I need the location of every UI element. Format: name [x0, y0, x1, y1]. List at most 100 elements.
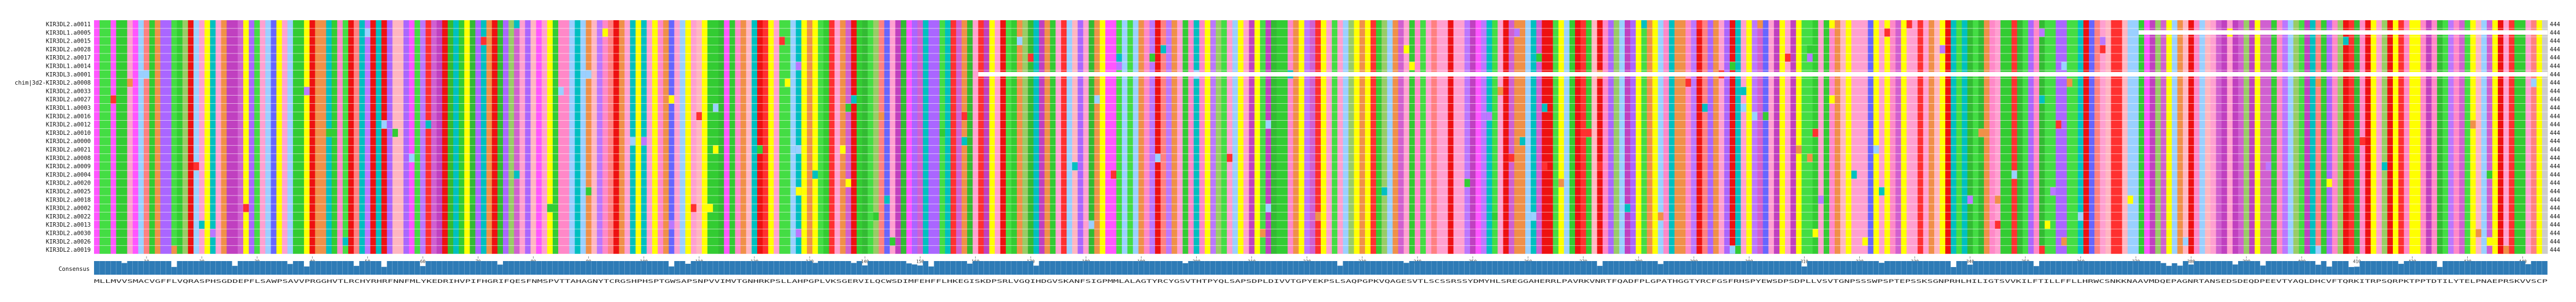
sequence-name[interactable]: KIR3DL2.a0028: [46, 46, 91, 53]
sequence-name[interactable]: KIR3DL1.a0014: [46, 63, 91, 70]
residue-cell: [1033, 45, 1039, 54]
residue-cell: [2448, 79, 2454, 87]
residue-cell: [1995, 28, 2001, 37]
residue-cell: [1895, 28, 1901, 37]
residue-cell: [2045, 37, 2056, 45]
residue-cell: [956, 54, 962, 62]
residue-cell: [2144, 54, 2150, 62]
residue-cell: [1934, 79, 1940, 87]
residue-cell: [1348, 20, 1355, 28]
sequence-name[interactable]: KIR3DL2.a0030: [46, 230, 91, 237]
residue-cell: [354, 104, 360, 112]
sequence-name[interactable]: chim|3d2-KIR3DL2.a0008: [15, 80, 91, 86]
sequence-name[interactable]: KIR3DL2.a0012: [46, 122, 91, 128]
residue-cell: [801, 20, 807, 28]
variant-residue-cell: [1807, 45, 1813, 54]
residue-cell: [2111, 112, 2123, 120]
sequence-name[interactable]: KIR3DL2.a0021: [46, 147, 91, 153]
residue-cell: [221, 37, 227, 45]
sequence-name[interactable]: KIR3DL2.a0025: [46, 188, 91, 195]
residue-cell: [1746, 112, 1752, 120]
residue-cell: [950, 28, 957, 37]
residue-cell: [1083, 28, 1089, 37]
sequence-name[interactable]: KIR3DL2.a0015: [46, 38, 91, 45]
residue-cell: [1332, 20, 1338, 28]
sequence-name[interactable]: KIR3DL2.a0019: [46, 247, 91, 253]
variant-residue-cell: [1829, 95, 1835, 104]
residue-cell: [2481, 87, 2487, 96]
residue-cell: [1094, 54, 1100, 62]
residue-cell: [1895, 62, 1901, 70]
residue-cell: [2238, 37, 2244, 45]
sequence-name[interactable]: KIR3DL2.a0002: [46, 205, 91, 212]
residue-cell: [834, 28, 840, 37]
residue-cell: [1149, 112, 1156, 120]
sequence-name[interactable]: KIR3DL2.a0010: [46, 130, 91, 137]
residue-cell: [1878, 87, 1885, 96]
residue-cell: [199, 70, 205, 79]
residue-cell: [1243, 95, 1249, 104]
residue-cell: [757, 104, 763, 112]
sequence-name[interactable]: KIR3DL2.a0020: [46, 180, 91, 187]
sequence-name[interactable]: KIR3DL2.a0027: [46, 97, 91, 103]
residue-cell: [2315, 104, 2321, 112]
residue-cell: [459, 37, 465, 45]
sequence-name[interactable]: KIR3DL2.a0008: [46, 155, 91, 162]
residue-cell: [840, 104, 846, 112]
residue-cell: [2017, 87, 2023, 96]
residue-cell: [751, 37, 758, 45]
residue-cell: [237, 79, 244, 87]
residue-cell: [110, 104, 116, 112]
sequence-name[interactable]: KIR3DL2.a0009: [46, 163, 91, 170]
residue-cell: [2171, 20, 2178, 28]
sequence-name[interactable]: KIR3DL2.a0022: [46, 214, 91, 220]
residue-cell: [696, 20, 702, 28]
residue-cell: [967, 37, 973, 45]
sequence-name[interactable]: KIR3DL2.a0011: [46, 21, 91, 28]
sequence-name[interactable]: KIR3DL2.a0004: [46, 171, 91, 178]
residue-cell: [635, 20, 642, 28]
sequence-name[interactable]: KIR3DL2.a0016: [46, 113, 91, 120]
sequence-name[interactable]: KIR3DL2.a0000: [46, 138, 91, 145]
residue-cell: [1812, 45, 1819, 54]
residue-cell: [2083, 20, 2089, 28]
residue-cell: [701, 112, 708, 120]
residue-cell: [873, 45, 879, 54]
residue-cell: [2299, 95, 2305, 104]
residue-cell: [2188, 54, 2194, 62]
residue-cell: [1448, 20, 1454, 28]
residue-cell: [265, 79, 271, 87]
residue-cell: [2011, 45, 2018, 54]
residue-cell: [1238, 62, 1244, 70]
sequence-name[interactable]: KIR3DL2.a0033: [46, 88, 91, 94]
residue-cell: [1586, 79, 1592, 87]
sequence-name[interactable]: KIR3DL2.a0017: [46, 55, 91, 61]
residue-cell: [1574, 28, 1581, 37]
residue-cell: [1685, 87, 1691, 96]
residue-cell: [254, 37, 260, 45]
residue-cell: [1608, 79, 1614, 87]
sequence-name[interactable]: KIR3DL2.a0026: [46, 239, 91, 245]
sequence-name[interactable]: KIR3DL2.a0013: [46, 222, 91, 228]
residue-cell: [1591, 20, 1597, 28]
residue-cell: [282, 95, 288, 104]
sequence-name[interactable]: KIR3DL1.a0005: [46, 29, 91, 36]
residue-cell: [1636, 87, 1642, 96]
sequence-name[interactable]: KIR3DL2.a0018: [46, 197, 91, 203]
residue-cell: [1127, 62, 1133, 70]
sequence-name[interactable]: KIR3DL3.a0001: [46, 72, 91, 78]
residue-cell: [1033, 79, 1039, 87]
residue-cell: [978, 45, 984, 54]
residue-cell: [1199, 112, 1205, 120]
residue-cell: [519, 54, 525, 62]
residue-cell: [525, 70, 531, 79]
residue-cell: [2271, 79, 2278, 87]
residue-cell: [149, 20, 155, 28]
sequence-name[interactable]: KIR3DL1.a0003: [46, 105, 91, 111]
residue-cell: [1713, 37, 1719, 45]
residue-cell: [879, 87, 885, 96]
residue-cell: [1647, 112, 1653, 120]
residue-cell: [182, 20, 189, 28]
residue-cell: [2503, 87, 2509, 96]
